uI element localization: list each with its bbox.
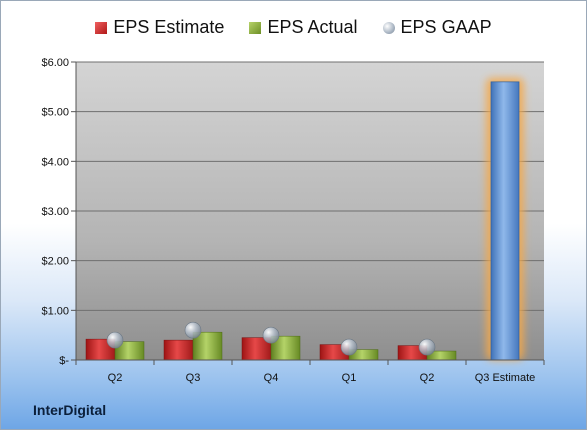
- y-tick-label: $4.00: [41, 156, 69, 168]
- marker-eps-gaap: [340, 338, 358, 356]
- legend-marker-eps-estimate: [95, 21, 108, 34]
- legend-item-eps-actual: EPS Actual: [249, 16, 358, 38]
- y-tick-label: $1.00: [41, 305, 69, 317]
- x-tick-label: Q1: [342, 372, 357, 384]
- bars: [85, 77, 524, 361]
- brand-label: InterDigital: [33, 402, 107, 418]
- legend: EPS Estimate EPS Actual EPS GAAP: [0, 16, 587, 38]
- legend-item-eps-gaap: EPS GAAP: [382, 16, 492, 38]
- legend-label-eps-gaap: EPS GAAP: [400, 16, 492, 37]
- legend-item-eps-estimate: EPS Estimate: [95, 17, 224, 38]
- legend-label-eps-estimate: EPS Estimate: [113, 16, 225, 37]
- x-tick-label: Q3: [186, 372, 201, 384]
- marker-eps-gaap: [418, 338, 436, 356]
- y-tick-label: $5.00: [41, 107, 69, 119]
- legend-marker-eps-actual: [249, 21, 262, 34]
- x-tick-label: Q3 Estimate: [475, 372, 536, 384]
- bar-eps-estimate: [163, 339, 194, 361]
- y-axis: $- $1.00 $2.00 $3.00 $4.00 $5.00 $6.00: [41, 57, 77, 367]
- y-tick-label: $-: [59, 355, 69, 367]
- x-tick-label: Q4: [264, 372, 279, 384]
- legend-marker-eps-gaap: [382, 21, 395, 34]
- y-tick-label: $3.00: [41, 206, 69, 218]
- marker-eps-gaap: [106, 331, 124, 349]
- legend-label-eps-actual: EPS Actual: [267, 16, 358, 37]
- y-tick-label: $6.00: [41, 57, 69, 69]
- y-tick-label: $2.00: [41, 256, 69, 268]
- bar-q3-estimate: [490, 81, 520, 361]
- x-tick-label: Q2: [420, 372, 435, 384]
- gridlines: [76, 61, 544, 311]
- x-tick-label: Q2: [108, 372, 123, 384]
- x-axis: Q2 Q3 Q4 Q1 Q2 Q3 Estimate: [75, 359, 545, 384]
- marker-eps-gaap: [262, 326, 280, 344]
- marker-eps-gaap: [184, 321, 202, 339]
